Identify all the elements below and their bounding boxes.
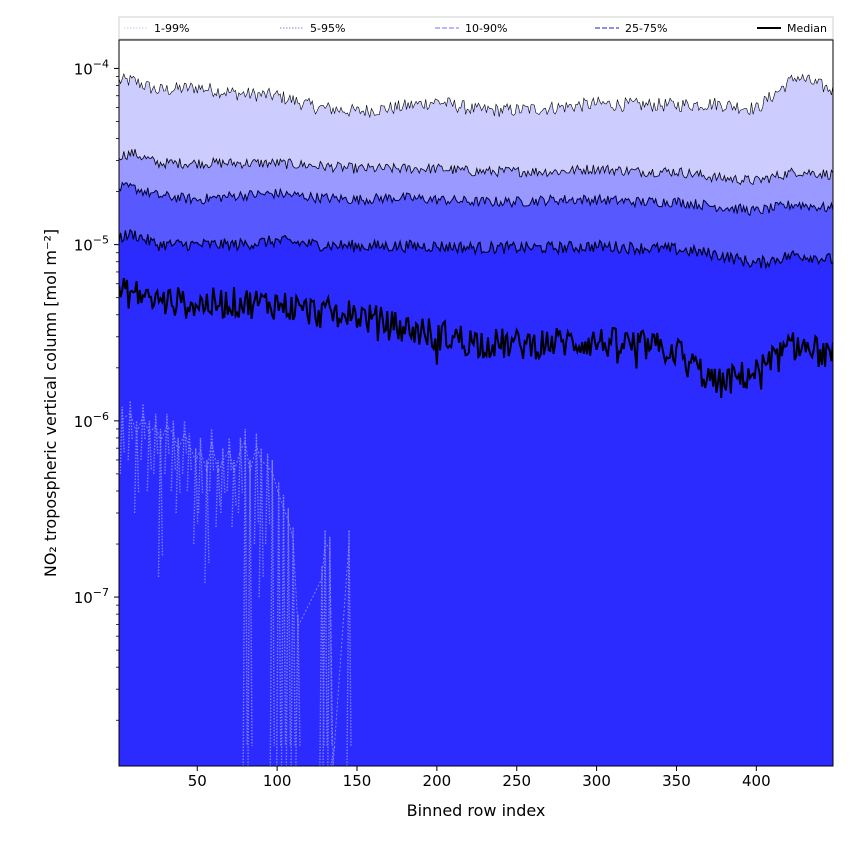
spike-mark	[133, 420, 140, 514]
legend: 1-99% 5-95% 10-90% 25-75% Median	[118, 16, 834, 40]
legend-label: 5-95%	[310, 22, 345, 35]
spike-mark	[186, 433, 192, 492]
spike-mark	[276, 481, 282, 766]
axes-frame	[118, 39, 834, 767]
spike-mark	[258, 448, 264, 598]
spike-mark	[269, 459, 275, 766]
y-tick-label: 10−5	[74, 234, 109, 255]
x-tick-label: 350	[662, 772, 691, 790]
x-tick-label: 250	[502, 772, 531, 790]
x-tick-label: 300	[582, 772, 611, 790]
legend-label: 1-99%	[154, 22, 189, 35]
legend-label: Median	[787, 22, 827, 35]
spike-mark	[175, 437, 181, 514]
spike-mark	[226, 437, 232, 492]
y-axis-label: NO₂ tropospheric vertical column [mol m⁻…	[41, 229, 60, 577]
band-25-75	[119, 229, 833, 766]
spike-mark	[208, 428, 215, 492]
x-axis: 50 100 150 200 250 300 350 400	[188, 766, 771, 790]
spike-mark	[242, 428, 248, 766]
spike-mark	[322, 530, 328, 766]
spike-mark	[231, 459, 237, 528]
y-tick-label: 10−4	[74, 57, 109, 78]
lower-percentile-spikes	[119, 400, 352, 766]
spike-mark	[146, 420, 152, 492]
x-tick-label: 400	[742, 772, 771, 790]
spike-mark	[215, 459, 221, 528]
spike-mark	[346, 530, 352, 766]
spike-mark	[119, 406, 125, 474]
legend-label: 10-90%	[465, 22, 507, 35]
spike-mark	[170, 420, 176, 492]
y-tick-label: 10−7	[74, 586, 109, 607]
line-p75	[119, 228, 833, 270]
spike-mark	[319, 565, 325, 766]
x-tick-label: 50	[188, 772, 207, 790]
spike-mark	[157, 428, 164, 578]
spike-mark	[290, 526, 296, 766]
y-axis: 10−7 10−6 10−5 10−4	[74, 57, 119, 721]
y-tick-label: 10−6	[74, 410, 109, 431]
spike-mark	[153, 413, 159, 474]
spike-envelope	[121, 412, 350, 766]
spike-mark	[327, 536, 333, 766]
line-median	[119, 277, 833, 399]
x-tick-label: 150	[343, 772, 372, 790]
spike-mark	[237, 437, 244, 514]
x-tick-label: 100	[263, 772, 292, 790]
spike-mark	[264, 453, 271, 545]
spike-mark	[247, 459, 253, 766]
line-p99	[119, 72, 833, 119]
spike-mark	[181, 420, 188, 474]
line-p95	[119, 149, 833, 186]
spike-mark	[197, 437, 204, 514]
percentile-bands	[119, 73, 833, 766]
spike-mark	[253, 433, 260, 545]
legend-label: 25-75%	[625, 22, 667, 35]
spike-mark	[280, 494, 287, 766]
spike-mark	[164, 413, 170, 474]
x-tick-label: 200	[423, 772, 452, 790]
line-p90	[119, 181, 833, 217]
spike-mark	[127, 400, 133, 461]
spike-mark	[140, 403, 146, 461]
spike-mark	[220, 448, 226, 514]
legend-box	[118, 16, 834, 40]
percentile-lines	[119, 72, 833, 399]
x-axis-label: Binned row index	[407, 801, 546, 820]
spike-mark	[204, 459, 210, 584]
